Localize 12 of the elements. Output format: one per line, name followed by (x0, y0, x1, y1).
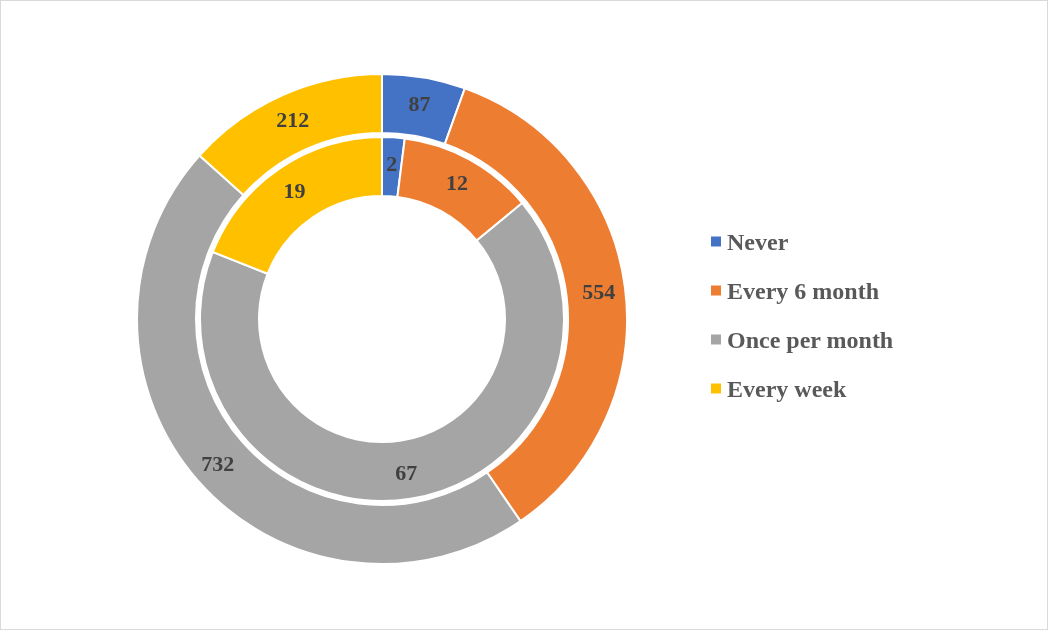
data-label: 212 (276, 107, 310, 133)
data-label: 2 (386, 151, 398, 177)
data-label: 732 (201, 450, 235, 476)
data-label: 67 (395, 460, 418, 486)
data-label: 19 (283, 177, 306, 203)
legend-label: Every 6 month (727, 277, 879, 304)
legend-label: Never (727, 228, 789, 255)
data-label: 554 (582, 278, 616, 304)
data-label: 87 (408, 91, 431, 117)
legend-label: Once per month (727, 326, 894, 353)
data-label: 12 (445, 170, 468, 196)
legend-label: Every week (727, 375, 847, 402)
